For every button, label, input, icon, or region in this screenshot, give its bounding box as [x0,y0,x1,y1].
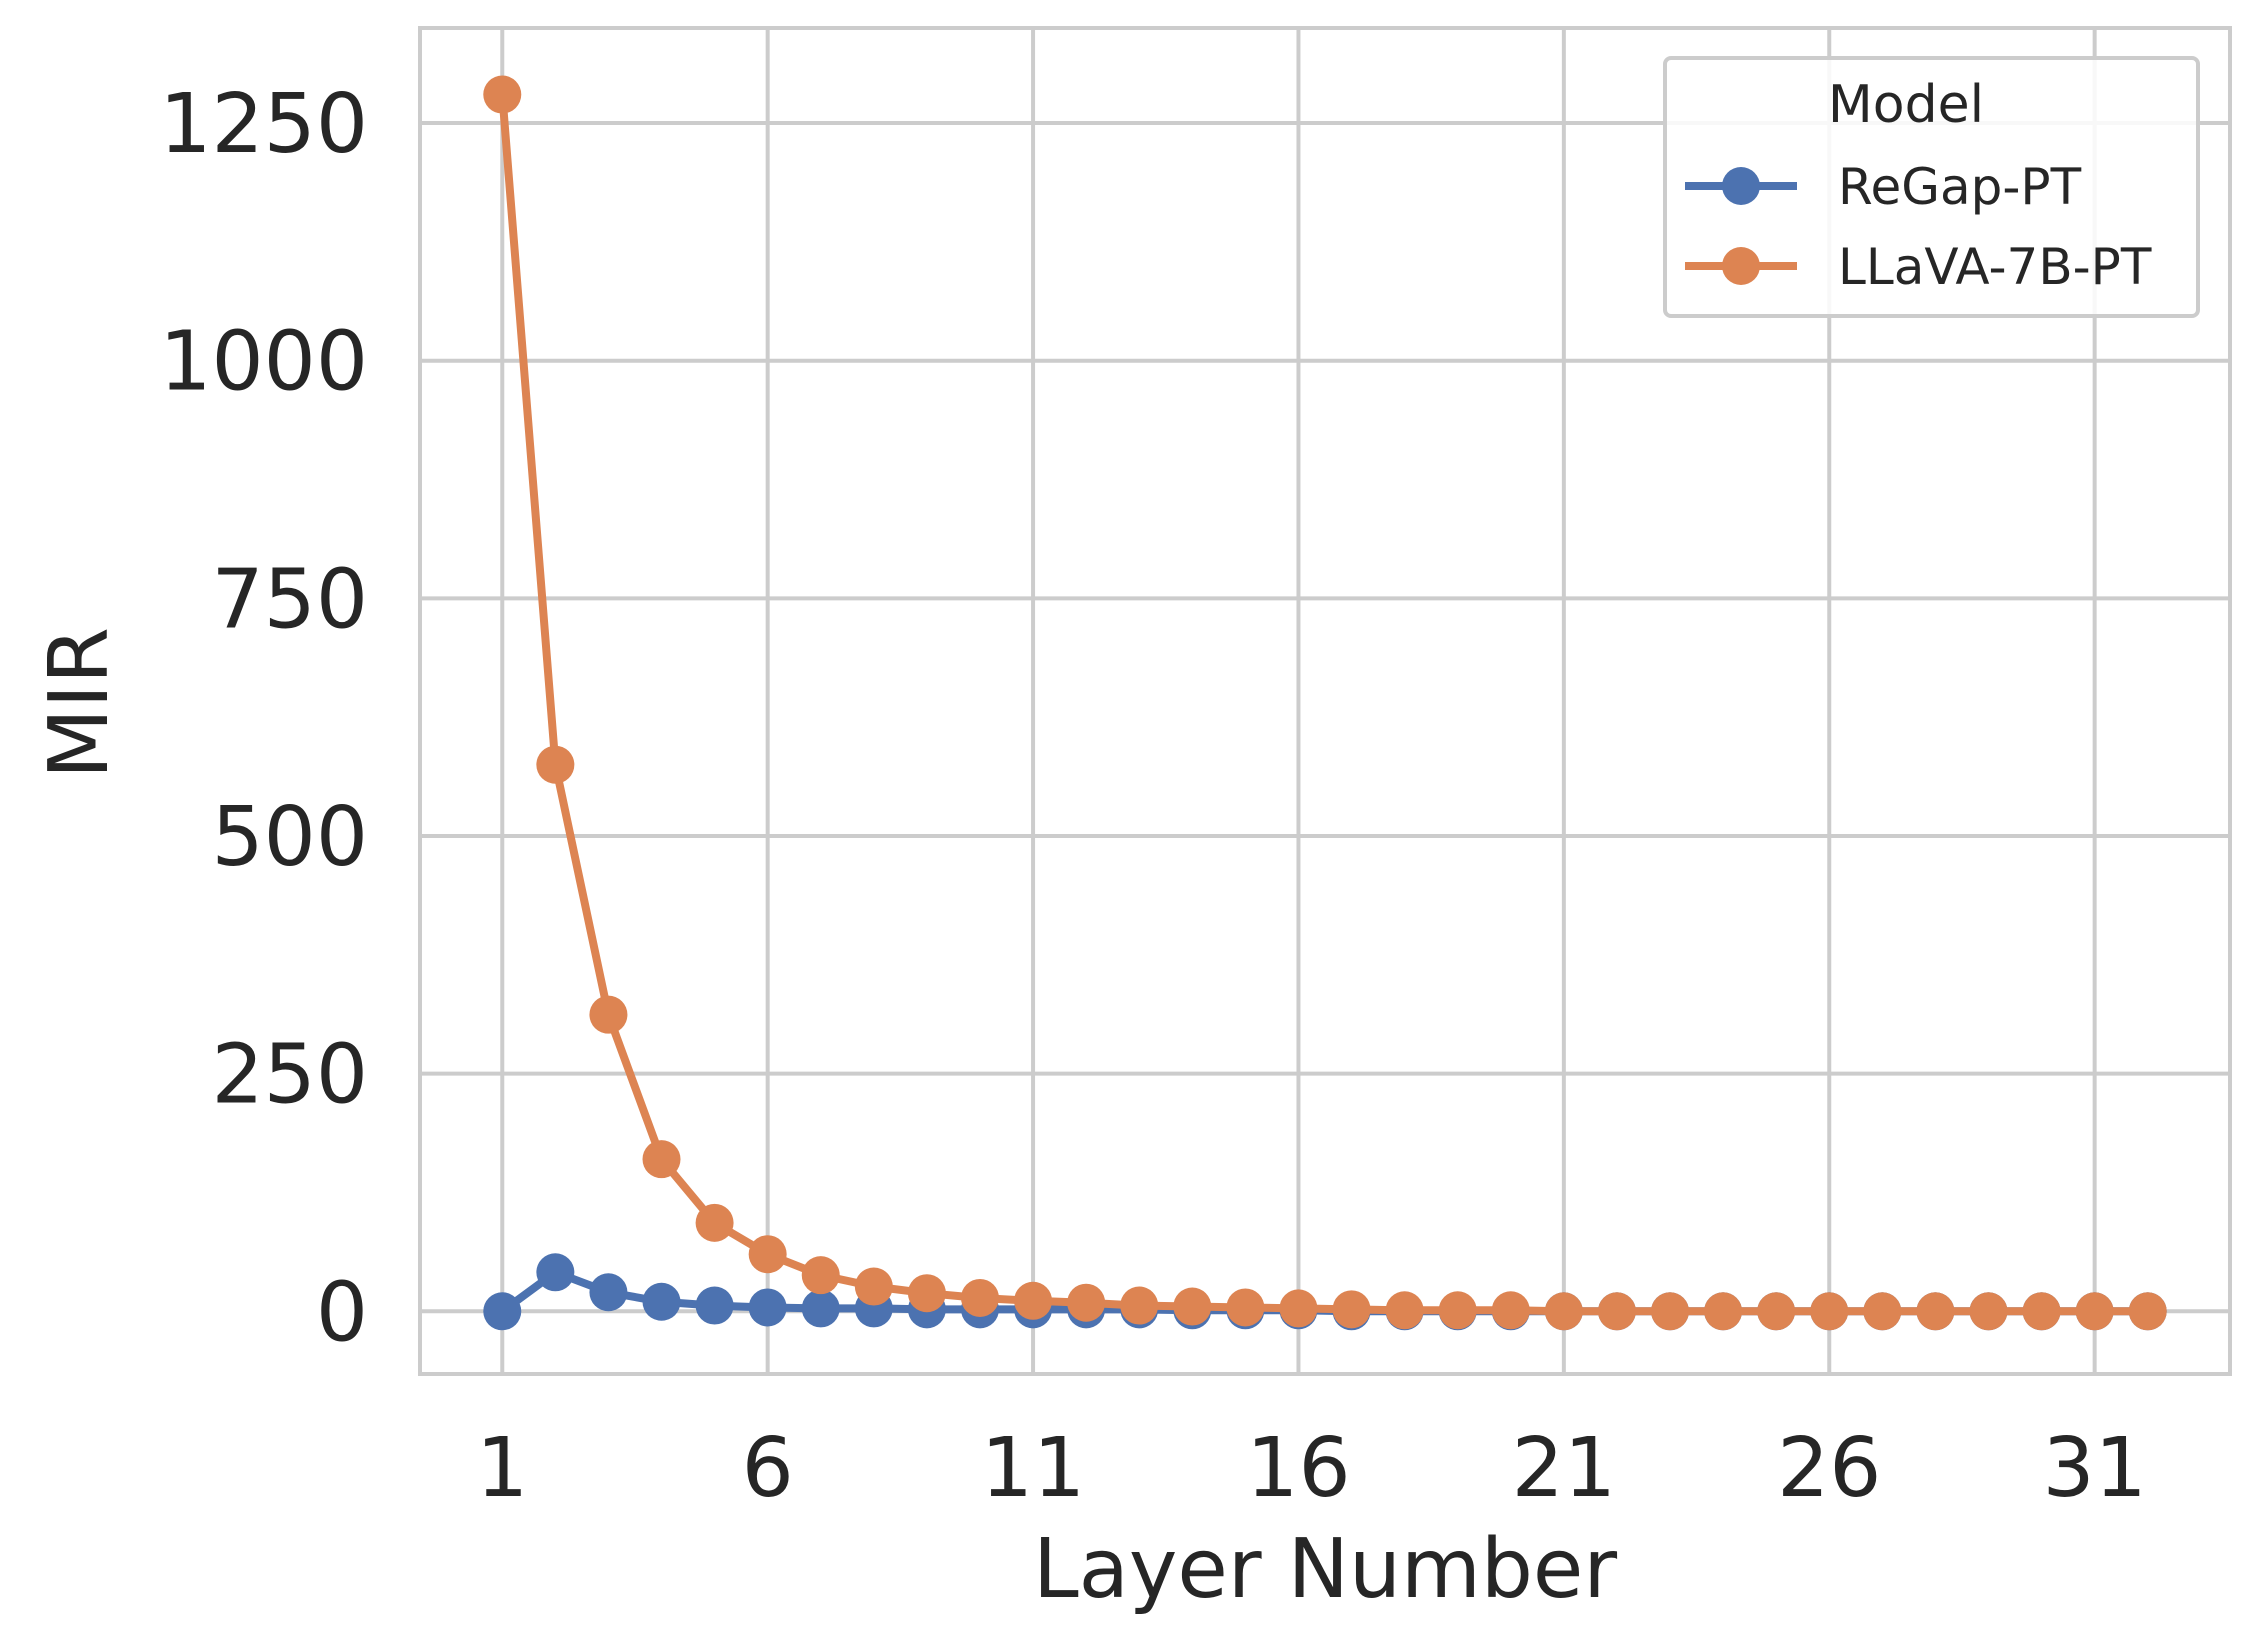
data-point [1863,1292,1902,1331]
data-point [748,1288,787,1327]
data-point [907,1274,946,1313]
data-point [483,1292,522,1331]
data-point [1544,1292,1583,1331]
data-point [1704,1292,1743,1331]
data-point [695,1203,734,1242]
data-point [1120,1286,1159,1325]
data-point [801,1289,840,1328]
data-point [642,1282,681,1321]
x-tick-label: 1 [476,1421,528,1516]
y-tick-label: 1000 [159,315,368,410]
x-tick-label: 16 [1246,1421,1350,1516]
data-point [1067,1283,1106,1322]
data-point [1279,1289,1318,1328]
data-point [1385,1291,1424,1330]
legend-label: LLaVA-7B-PT [1838,238,2152,296]
x-tick-label: 31 [2042,1421,2146,1516]
data-point [1916,1292,1955,1331]
data-point [483,75,522,114]
data-point [1969,1292,2008,1331]
data-point [2128,1292,2167,1331]
x-axis-label: Layer Number [1033,1522,1617,1617]
data-point [1438,1291,1477,1330]
data-point [695,1286,734,1325]
x-tick-label: 6 [742,1421,794,1516]
data-point [589,995,628,1034]
y-tick-label: 750 [211,552,368,647]
legend-marker [1722,247,1760,285]
legend: Model ReGap-PT LLaVA-7B-PT [1663,56,2200,318]
legend-label: ReGap-PT [1838,158,2082,216]
x-tick-labels: 1 6 11 16 21 26 31 [476,1421,2147,1516]
data-point [1173,1287,1212,1326]
data-point [1597,1292,1636,1331]
data-point [2075,1292,2114,1331]
data-point [1757,1292,1796,1331]
x-tick-label: 21 [1512,1421,1616,1516]
data-point [536,1253,575,1292]
data-point [854,1267,893,1306]
legend-box [1663,56,2200,318]
x-tick-label: 26 [1777,1421,1881,1516]
data-point [589,1273,628,1312]
y-tick-labels: 0 250 500 750 1000 1250 [159,77,368,1360]
data-point [748,1235,787,1274]
data-point [960,1278,999,1317]
data-point [536,745,575,784]
data-point [1651,1292,1690,1331]
data-point [1491,1291,1530,1330]
series-layer [483,75,2167,1331]
data-point [1332,1290,1371,1329]
data-point [801,1256,840,1295]
legend-title: Model [1828,75,1984,135]
data-point [1226,1288,1265,1327]
y-tick-label: 1250 [159,77,368,172]
data-point [1810,1292,1849,1331]
grid [420,28,2230,1374]
data-point [1014,1281,1053,1320]
legend-marker [1722,167,1760,205]
data-point [2022,1292,2061,1331]
y-tick-label: 0 [316,1265,368,1360]
data-point [642,1140,681,1179]
y-tick-label: 500 [211,790,368,885]
y-tick-label: 250 [211,1028,368,1123]
y-axis-label: MIR [32,627,127,779]
x-tick-label: 11 [981,1421,1085,1516]
